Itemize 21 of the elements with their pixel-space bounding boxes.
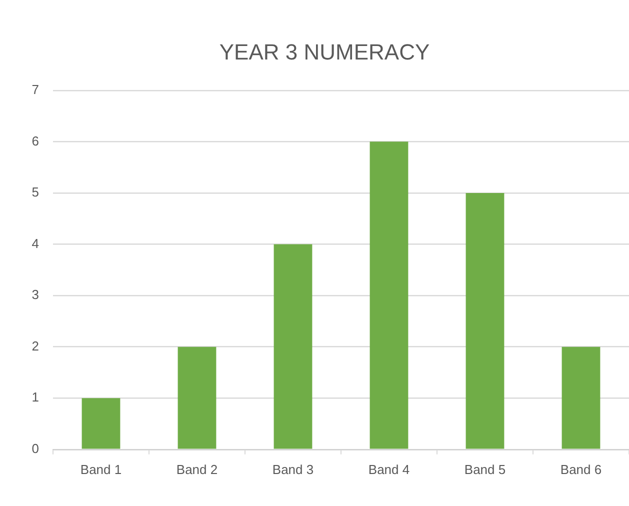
x-tick-label: Band 6	[560, 462, 602, 477]
x-tick-label: Band 1	[80, 462, 122, 477]
bar	[370, 142, 408, 449]
x-tick-label: Band 5	[464, 462, 506, 477]
bar	[562, 346, 600, 449]
x-tick-label: Band 4	[368, 462, 410, 477]
y-tick-label: 0	[32, 440, 39, 456]
y-tick-label: 5	[32, 184, 39, 200]
bar	[82, 398, 120, 449]
y-tick-label: 2	[32, 338, 39, 354]
x-tick-label: Band 2	[176, 462, 218, 477]
y-tick-label: 6	[32, 133, 39, 148]
bar	[178, 346, 216, 449]
chart-title: YEAR 3 NUMERACY	[219, 39, 430, 64]
x-tick-label: Band 3	[272, 462, 314, 477]
y-tick-label: 7	[32, 82, 39, 97]
y-tick-label: 3	[32, 287, 39, 302]
y-tick-label: 1	[32, 390, 39, 405]
bar	[466, 192, 504, 449]
bar	[274, 244, 312, 449]
y-tick-label: 4	[32, 236, 39, 251]
